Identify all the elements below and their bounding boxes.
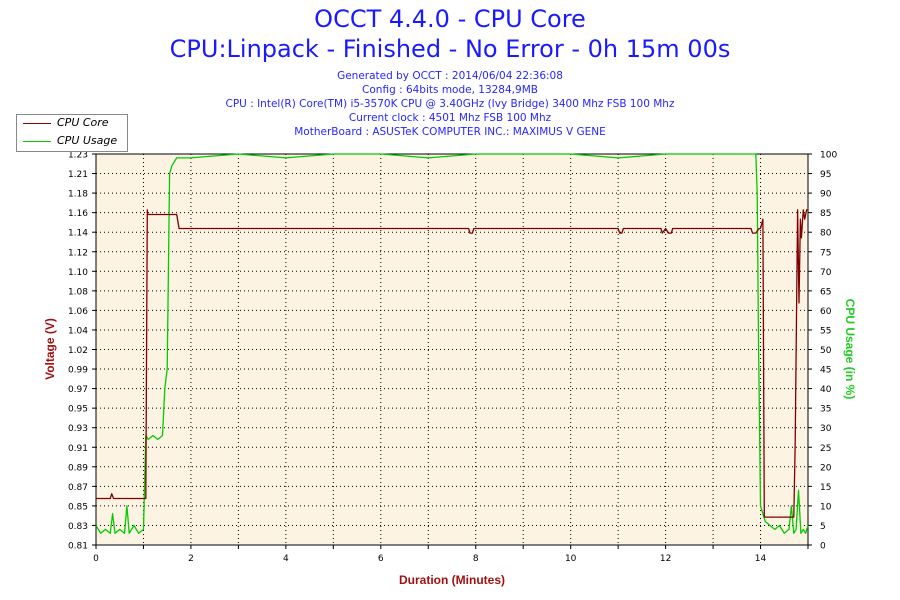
y2-tick-label: 100 bbox=[820, 151, 837, 161]
y2-tick-label: 95 bbox=[820, 170, 831, 180]
y-tick-label: 1.16 bbox=[68, 209, 88, 219]
y2-tick-label: 20 bbox=[820, 463, 832, 473]
y2-tick-label: 0 bbox=[820, 542, 826, 552]
legend-swatch-cpu-usage bbox=[23, 141, 51, 142]
y-tick-label: 1.08 bbox=[68, 287, 88, 297]
y-tick-label: 0.81 bbox=[68, 542, 88, 552]
y2-tick-label: 30 bbox=[820, 424, 832, 434]
y-tick-label: 1.18 bbox=[68, 190, 88, 200]
y-tick-label: 1.12 bbox=[68, 248, 88, 258]
series-line-cpu-usage bbox=[95, 153, 809, 534]
y-tick-label: 1.23 bbox=[68, 151, 88, 161]
y2-tick-label: 25 bbox=[820, 444, 831, 454]
y-tick-label: 0.93 bbox=[68, 424, 88, 434]
y2-tick-label: 90 bbox=[820, 190, 832, 200]
y-tick-label: 1.06 bbox=[68, 307, 88, 317]
info-clock: Current clock : 4501 Mhz FSB 100 Mhz bbox=[348, 112, 552, 124]
y-tick-label: 1.21 bbox=[68, 170, 88, 180]
y-tick-label: 1.02 bbox=[68, 346, 88, 356]
axes: 0.81 00.83 50.85 100.87 150.89 200.91 250.93 30… bbox=[68, 151, 837, 565]
legend-item-cpu-core: CPU Core bbox=[17, 115, 127, 133]
legend: CPU Core CPU Usage bbox=[16, 114, 128, 152]
y-tick-label: 1.04 bbox=[68, 326, 88, 336]
y2-tick-label: 50 bbox=[820, 346, 832, 356]
legend-item-cpu-usage: CPU Usage bbox=[17, 133, 127, 151]
y2-tick-label: 75 bbox=[820, 248, 831, 258]
x-tick-label: 6 bbox=[378, 554, 384, 564]
info-motherboard: MotherBoard : ASUSTeK COMPUTER INC.: MAX… bbox=[294, 126, 606, 138]
y2-tick-label: 45 bbox=[820, 366, 831, 376]
y2-tick-label: 85 bbox=[820, 209, 831, 219]
y2-tick-label: 15 bbox=[820, 483, 831, 493]
grid-lines bbox=[96, 154, 808, 545]
y-tick-label: 0.99 bbox=[68, 366, 88, 376]
y2-tick-label: 10 bbox=[820, 502, 832, 512]
y2-tick-label: 70 bbox=[820, 268, 832, 278]
y-tick-label: 0.95 bbox=[68, 405, 88, 415]
series-line-cpu-core bbox=[96, 209, 808, 518]
chart-title: OCCT 4.4.0 - CPU Core bbox=[314, 5, 586, 33]
y2-tick-label: 5 bbox=[820, 522, 826, 532]
y2-tick-label: 80 bbox=[820, 229, 832, 239]
y-tick-label: 0.97 bbox=[68, 385, 88, 395]
y-tick-label: 0.85 bbox=[68, 502, 88, 512]
x-tick-label: 12 bbox=[660, 554, 671, 564]
y2-tick-label: 40 bbox=[820, 385, 832, 395]
x-tick-label: 14 bbox=[755, 554, 767, 564]
y2-tick-label: 60 bbox=[820, 307, 832, 317]
x-tick-label: 2 bbox=[188, 554, 194, 564]
x-tick-label: 0 bbox=[93, 554, 99, 564]
info-config: Config : 64bits mode, 13284,9MB bbox=[362, 84, 538, 96]
y2-axis-label: CPU Usage (in %) bbox=[843, 299, 857, 400]
legend-label-cpu-core: CPU Core bbox=[57, 116, 109, 129]
legend-swatch-cpu-core bbox=[23, 123, 51, 124]
y-tick-label: 1.14 bbox=[68, 229, 88, 239]
y-tick-label: 0.91 bbox=[68, 444, 88, 454]
chart-subtitle: CPU:Linpack - Finished - No Error - 0h 1… bbox=[169, 35, 731, 63]
info-generated: Generated by OCCT : 2014/06/04 22:36:08 bbox=[337, 70, 563, 82]
y-tick-label: 1.10 bbox=[68, 268, 88, 278]
x-tick-label: 10 bbox=[565, 554, 577, 564]
legend-label-cpu-usage: CPU Usage bbox=[57, 134, 118, 147]
y-tick-label: 0.89 bbox=[68, 463, 88, 473]
x-tick-label: 8 bbox=[473, 554, 479, 564]
y2-tick-label: 55 bbox=[820, 326, 831, 336]
y-axis-label: Voltage (V) bbox=[43, 318, 57, 380]
x-tick-label: 4 bbox=[283, 554, 289, 564]
info-cpu: CPU : Intel(R) Core(TM) i5-3570K CPU @ 3… bbox=[225, 98, 675, 110]
y-tick-label: 0.83 bbox=[68, 522, 88, 532]
y2-tick-label: 35 bbox=[820, 405, 831, 415]
x-axis-label: Duration (Minutes) bbox=[399, 573, 505, 587]
y2-tick-label: 65 bbox=[820, 287, 831, 297]
y-tick-label: 0.87 bbox=[68, 483, 88, 493]
series-lines bbox=[95, 153, 809, 534]
